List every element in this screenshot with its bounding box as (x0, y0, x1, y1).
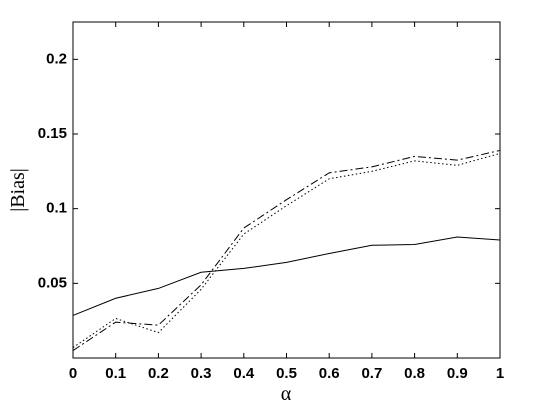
x-tick-label: 0 (69, 365, 77, 382)
x-tick-label: 0.1 (105, 365, 126, 382)
x-axis-label: α (281, 383, 292, 405)
line-series (72, 236, 501, 316)
plot-frame (72, 21, 501, 359)
line-series (72, 149, 501, 351)
y-axis-label: |Bias| (7, 168, 29, 212)
x-tick-label: 1 (496, 365, 504, 382)
x-tick-label: 0.3 (191, 365, 212, 382)
y-tick-label: 0.05 (38, 274, 67, 291)
x-tick-label: 0.9 (447, 365, 468, 382)
x-tick-label: 0.4 (233, 365, 255, 382)
x-tick-label: 0.2 (148, 365, 169, 382)
x-tick-label: 0.7 (361, 365, 382, 382)
y-tick-label: 0.1 (46, 200, 67, 217)
x-tick-label: 0.6 (319, 365, 340, 382)
y-tick-label: 0.2 (46, 50, 67, 67)
x-tick-label: 0.5 (276, 365, 297, 382)
y-tick-label: 0.15 (38, 125, 67, 142)
x-tick-label: 0.8 (404, 365, 425, 382)
